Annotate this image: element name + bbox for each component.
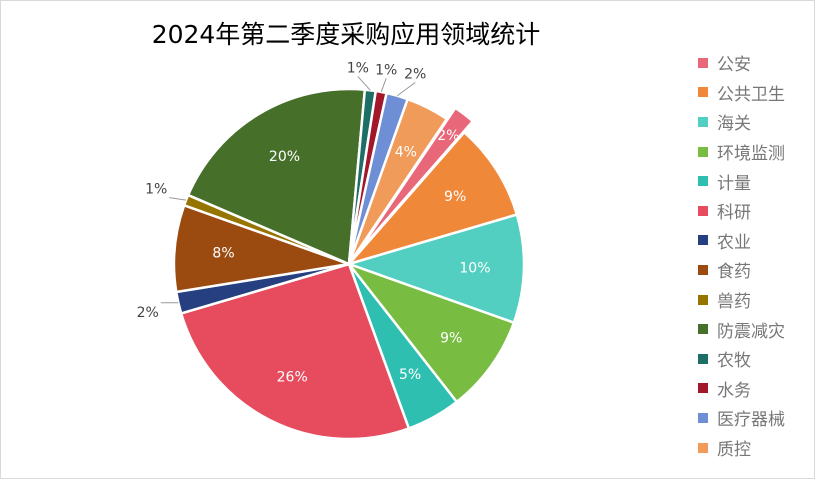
legend-item: 海关 [698,107,785,137]
legend-swatch [698,87,708,98]
legend-item: 食药 [698,255,785,285]
pie-slice-公安 [356,106,475,254]
legend-swatch [698,412,708,423]
legend-label: 科研 [717,203,751,224]
data-label: 20% [269,149,300,165]
pie-slice-公共卫生 [345,130,519,267]
legend-item: 计量 [698,166,785,196]
legend-swatch [698,442,708,453]
legend-label: 水务 [717,380,751,401]
data-label: 1% [375,62,397,78]
legend-item: 公共卫生 [698,78,785,108]
legend-item: 公安 [698,48,785,78]
pie-slice-防震减灾 [186,87,367,266]
legend-label: 公安 [717,55,751,76]
legend-label: 医疗器械 [717,410,785,431]
data-label: 1% [347,60,369,76]
legend-swatch [698,264,708,275]
leader-line [380,78,387,93]
data-label: 8% [212,246,234,262]
legend-swatch [698,324,708,335]
data-label: 10% [459,261,490,277]
legend-label: 农业 [717,232,751,253]
legend-swatch [698,146,708,157]
pie-slice-科研 [179,262,411,441]
data-label: 9% [444,189,466,205]
data-label: 26% [277,369,308,385]
legend-item: 水务 [698,374,785,404]
legend-item: 医疗器械 [698,403,785,433]
leader-line [396,82,416,97]
data-label: 2% [404,66,426,82]
legend-swatch [698,235,708,246]
legend-label: 农牧 [717,351,751,372]
data-label: 9% [440,331,462,347]
legend-item: 质控 [698,433,785,463]
legend-item: 科研 [698,196,785,226]
legend-label: 质控 [717,440,751,461]
legend-swatch [698,176,708,187]
legend-swatch [698,294,708,305]
legend-label: 计量 [717,173,751,194]
legend-label: 海关 [717,114,751,135]
legend-label: 环境监测 [717,144,785,165]
legend-label: 公共卫生 [717,84,785,105]
data-label: 1% [145,182,167,198]
chart-title: 2024年第二季度采购应用领域统计 [151,20,541,49]
data-label: 2% [137,305,159,321]
legend-swatch [698,383,708,394]
legend-label: 兽药 [717,292,751,313]
legend-label: 食药 [717,262,751,283]
legend-swatch [698,353,708,364]
data-label: 5% [399,367,421,383]
legend-item: 防震减灾 [698,314,785,344]
pie-slice-质控 [347,97,449,265]
legend-swatch [698,57,708,68]
legend-swatch [698,205,708,216]
legend-item: 农业 [698,226,785,256]
pie-slice-海关 [344,213,526,325]
legend-item: 兽药 [698,285,785,315]
data-label: 2% [437,128,459,144]
pie-slice-环境监测 [345,261,516,404]
legend-item: 环境监测 [698,137,785,167]
leader-line [169,197,187,201]
legend-swatch [698,116,708,127]
legend-item: 农牧 [698,344,785,374]
legend-label: 防震减灾 [717,321,785,342]
legend: 公安公共卫生海关环境监测计量科研农业食药兽药防震减灾农牧水务医疗器械质控 [698,48,785,462]
data-label: 4% [395,145,417,161]
leader-line [357,76,371,91]
